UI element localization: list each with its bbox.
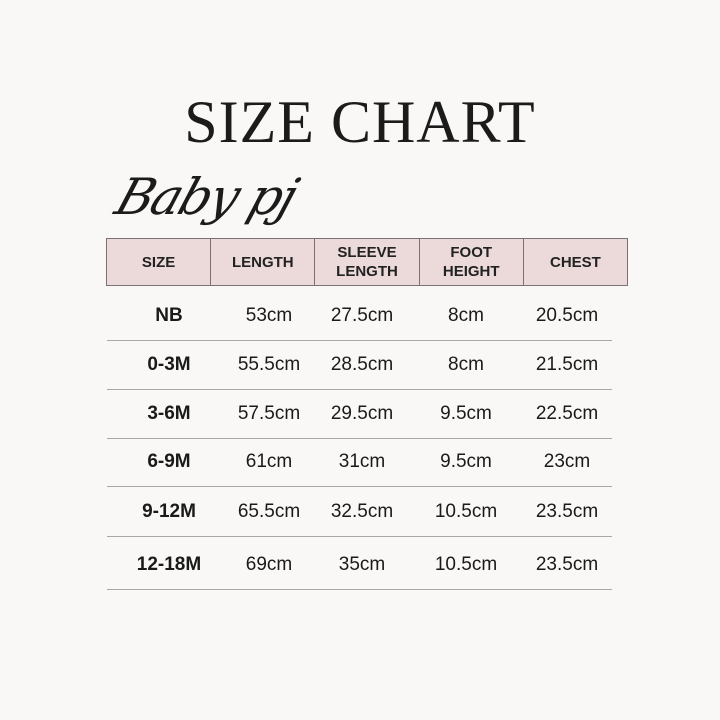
table-cell: 8cm xyxy=(448,354,484,375)
header-chest: CHEST xyxy=(522,238,629,286)
table-cell: 3-6M xyxy=(147,403,191,424)
header-size: SIZE xyxy=(106,238,212,286)
table-cell: 21.5cm xyxy=(535,354,599,375)
table-cell: NB xyxy=(155,305,183,326)
table-cell: 55.5cm xyxy=(237,354,301,375)
table-row: 0-3M 55.5cm 28.5cm 8cm 21.5cm xyxy=(107,341,612,390)
page-title: SIZE CHART xyxy=(184,89,536,155)
table-cell: 10.5cm xyxy=(434,501,498,522)
table-cell: 6-9M xyxy=(147,451,191,472)
table-cell: 23cm xyxy=(543,451,591,472)
header-sleeve-length: SLEEVE LENGTH xyxy=(314,238,420,286)
header-foot-height: FOOT HEIGHT xyxy=(418,238,524,286)
table-row: 9-12M 65.5cm 32.5cm 10.5cm 23.5cm xyxy=(107,488,612,537)
table-cell: 65.5cm xyxy=(237,501,301,522)
table-cell: 57.5cm xyxy=(237,403,301,424)
table-cell: 9.5cm xyxy=(440,403,492,424)
table-cell: 12-18M xyxy=(136,554,202,575)
table-cell: 9.5cm xyxy=(440,451,492,472)
table-cell: 35cm xyxy=(338,554,386,575)
header-length: LENGTH xyxy=(210,238,316,286)
table-cell: 0-3M xyxy=(147,354,191,375)
table-cell: 29.5cm xyxy=(330,403,394,424)
table-cell: 53cm xyxy=(245,305,293,326)
table-row: NB 53cm 27.5cm 8cm 20.5cm xyxy=(107,292,612,341)
table-cell: 31cm xyxy=(338,451,386,472)
table-cell: 61cm xyxy=(245,451,293,472)
table-cell: 10.5cm xyxy=(434,554,498,575)
table-row: 3-6M 57.5cm 29.5cm 9.5cm 22.5cm xyxy=(107,390,612,439)
table-cell: 8cm xyxy=(448,305,484,326)
table-cell: 23.5cm xyxy=(535,501,599,522)
table-cell: 69cm xyxy=(245,554,293,575)
table-row: 6-9M 61cm 31cm 9.5cm 23cm xyxy=(107,438,612,487)
table-row: 12-18M 69cm 35cm 10.5cm 23.5cm xyxy=(107,541,612,590)
product-subtitle: Baby pj xyxy=(108,168,304,226)
table-cell: 22.5cm xyxy=(535,403,599,424)
table-cell: 27.5cm xyxy=(330,305,394,326)
table-cell: 23.5cm xyxy=(535,554,599,575)
table-header: SIZE LENGTH SLEEVE LENGTH FOOT HEIGHT CH… xyxy=(106,238,629,286)
table-cell: 28.5cm xyxy=(330,354,394,375)
table-cell: 9-12M xyxy=(142,501,196,522)
table-cell: 20.5cm xyxy=(535,305,599,326)
table-cell: 32.5cm xyxy=(330,501,394,522)
